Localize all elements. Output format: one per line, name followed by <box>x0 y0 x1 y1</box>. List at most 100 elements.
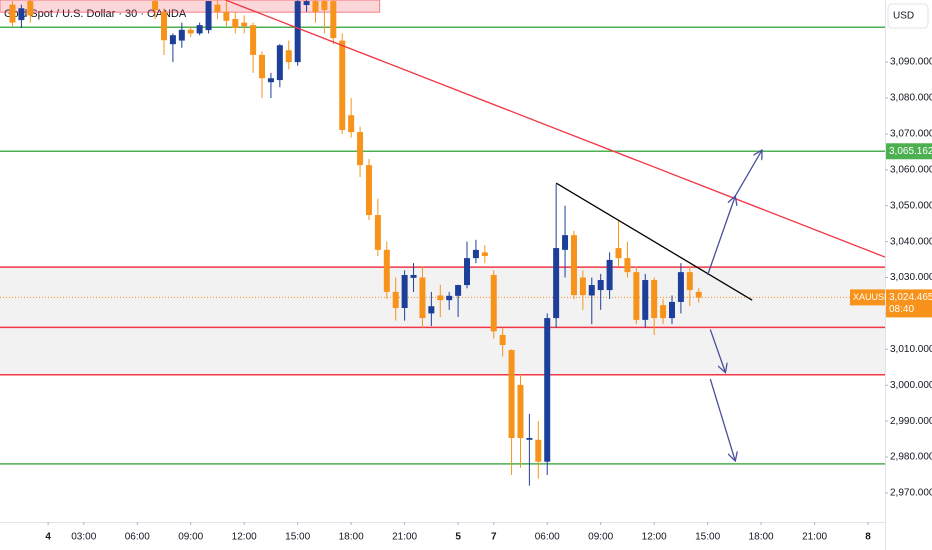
candle-body <box>695 291 702 298</box>
x-tick-label: 4 <box>45 532 51 543</box>
candle-body <box>330 1 337 39</box>
candle-body <box>588 285 595 296</box>
candle-body <box>241 22 248 27</box>
projection-arrow <box>734 150 762 197</box>
x-tick-label: 12:00 <box>642 532 667 543</box>
candle-body <box>419 277 426 319</box>
y-tick-label: 3,010.000 <box>890 344 932 355</box>
candle-body <box>214 4 221 12</box>
candle-body <box>223 11 230 21</box>
projection-arrow <box>709 378 735 461</box>
candle-body <box>668 301 675 319</box>
x-tick-label: 15:00 <box>285 532 310 543</box>
countdown-label: 08:40 <box>889 304 914 315</box>
candle-body <box>446 295 453 301</box>
symbol-tag <box>850 289 885 306</box>
projection-arrow <box>709 329 725 373</box>
y-tick-label: 2,980.000 <box>890 452 932 463</box>
x-tick-label: 7 <box>491 532 497 543</box>
x-tick-label: 5 <box>455 532 461 543</box>
y-tick-label: 3,000.000 <box>890 380 932 391</box>
candle-body <box>294 1 301 63</box>
candle-body <box>374 215 381 250</box>
x-tick-label: 15:00 <box>695 532 720 543</box>
candle-body <box>472 249 479 259</box>
y-tick-label: 3,050.000 <box>890 200 932 211</box>
y-tick-label: 3,070.000 <box>890 129 932 140</box>
y-tick-label: 2,970.000 <box>890 488 932 499</box>
candle-body <box>615 248 622 259</box>
trendline <box>225 0 886 258</box>
zone <box>0 327 885 375</box>
candle-body <box>606 259 613 291</box>
candle-body <box>651 280 658 319</box>
highlight-box <box>0 0 381 13</box>
candle-body <box>401 275 408 309</box>
candle-body <box>169 35 176 45</box>
candle-body <box>481 252 488 256</box>
x-tick-label: 09:00 <box>178 532 203 543</box>
y-tick-label: 2,990.000 <box>890 416 932 427</box>
candle-body <box>410 275 417 278</box>
y-tick-label: 3,030.000 <box>890 272 932 283</box>
candle-body <box>553 248 560 319</box>
x-tick-label: 03:00 <box>71 532 96 543</box>
chart-title: Gold Spot / U.S. Dollar · 30 · OANDA <box>4 8 187 20</box>
candle-body <box>152 1 159 11</box>
candle-body <box>232 19 239 29</box>
candle-body <box>321 1 328 11</box>
y-tick-label: 3,090.000 <box>890 57 932 68</box>
candle-body <box>250 25 257 55</box>
y-tick-label: 3,060.000 <box>890 164 932 175</box>
last-price-tag <box>886 289 932 318</box>
candle-body <box>18 8 25 21</box>
candle-body <box>196 25 203 34</box>
candle-body <box>597 280 604 291</box>
candle-body <box>348 115 355 133</box>
candle-body <box>303 1 310 6</box>
candle-body <box>383 249 390 292</box>
candle-body <box>570 235 577 296</box>
plot: Gold Spot / U.S. Dollar · 30 · OANDA <box>0 0 886 486</box>
candle-body <box>579 277 586 296</box>
candle-body <box>633 272 640 320</box>
candle-body <box>357 132 364 166</box>
candle-body <box>9 4 16 23</box>
candle-body <box>178 29 185 41</box>
candle-body <box>464 258 471 286</box>
x-tick-label: 09:00 <box>588 532 613 543</box>
trendline <box>555 182 753 301</box>
candle-body <box>160 11 167 41</box>
candle-body <box>259 54 266 79</box>
candle-body <box>267 78 274 83</box>
projection-arrow <box>707 196 736 276</box>
candle-body <box>187 29 194 34</box>
currency-button[interactable] <box>887 3 929 29</box>
symbol-label: XAUUSD <box>853 292 891 302</box>
candle-body <box>285 50 292 63</box>
candle-body <box>205 1 212 31</box>
level-price-tag <box>886 143 932 160</box>
candle-body <box>642 280 649 320</box>
candle-body <box>624 258 631 273</box>
candle-body <box>660 305 667 319</box>
y-tick-label: 3,080.000 <box>890 93 932 104</box>
candle-body <box>677 272 684 302</box>
candle-body <box>455 285 462 296</box>
candle-body <box>276 45 283 81</box>
candle-body <box>339 40 346 130</box>
x-tick-label: 06:00 <box>535 532 560 543</box>
y-tick-label: 3,040.000 <box>890 236 932 247</box>
x-tick-label: 06:00 <box>125 532 150 543</box>
x-tick-label: 12:00 <box>232 532 257 543</box>
candle-body <box>27 1 34 16</box>
candle-body <box>392 291 399 309</box>
x-tick-label: 21:00 <box>802 532 827 543</box>
x-tick-label: 18:00 <box>339 532 364 543</box>
candle-body <box>499 334 506 346</box>
currency-label: USD <box>893 11 914 22</box>
candle-body <box>508 350 515 438</box>
candle-body <box>490 275 497 332</box>
candle-body <box>365 165 372 216</box>
candle-body <box>535 439 542 462</box>
